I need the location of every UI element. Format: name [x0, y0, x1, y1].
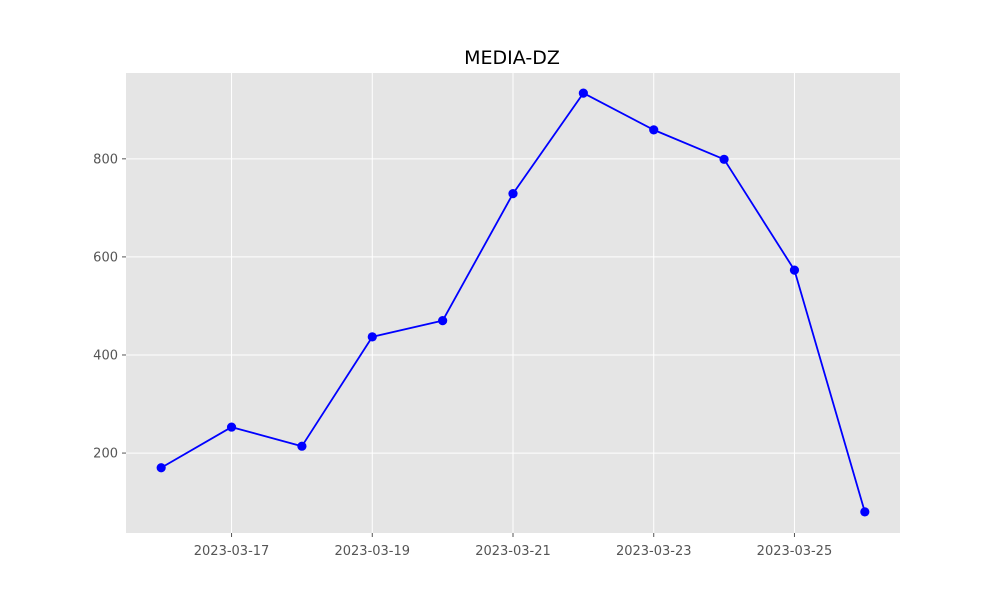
axis-ticks: 2023-03-17 2023-03-19 2023-03-21 2023-03-23… [93, 152, 832, 559]
data-point [367, 332, 377, 342]
x-tick-label: 2023-03-23 [616, 544, 692, 559]
series-layer [156, 88, 870, 517]
chart-title: MEDIA-DZ [464, 47, 560, 69]
y-tick-label: 800 [93, 152, 118, 167]
data-point [226, 422, 237, 432]
x-tick-label: 2023-03-17 [194, 544, 270, 559]
data-point [297, 441, 307, 451]
data-point [789, 265, 800, 275]
grid-lines [126, 73, 900, 533]
data-point [156, 463, 166, 473]
x-tick-label: 2023-03-25 [757, 544, 833, 559]
data-point [860, 507, 870, 517]
data-point [649, 125, 659, 135]
y-tick-label: 200 [93, 447, 118, 462]
x-tick-label: 2023-03-21 [475, 544, 551, 559]
data-point [578, 88, 588, 98]
data-point [508, 189, 518, 199]
y-tick-label: 600 [93, 250, 118, 265]
y-tick-label: 400 [93, 348, 118, 363]
data-point [438, 316, 448, 326]
data-point [719, 154, 729, 164]
x-tick-label: 2023-03-19 [334, 544, 410, 559]
